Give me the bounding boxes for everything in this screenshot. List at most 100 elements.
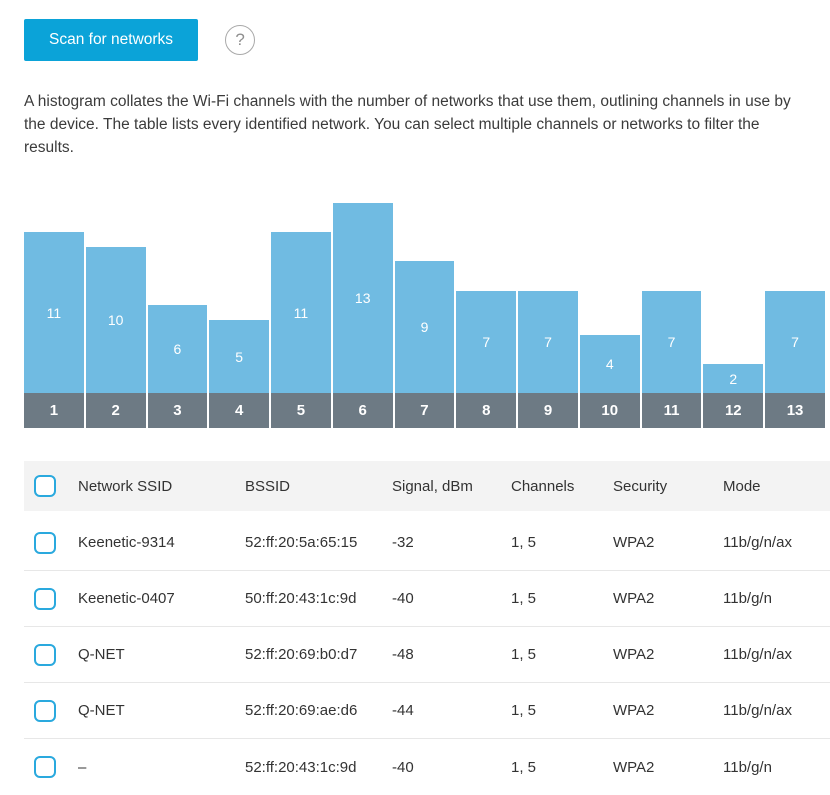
cell-mode: 11b/g/n: [723, 758, 772, 776]
histogram-bar-channel-2[interactable]: 10 2: [85, 203, 146, 428]
cell-bssid: 52:ff:20:43:1c:9d: [245, 758, 357, 776]
cell-bssid: 52:ff:20:5a:65:15: [245, 534, 358, 551]
bar-area: 7: [641, 203, 702, 393]
cell-bssid: 52:ff:20:69:b0:d7: [245, 646, 358, 663]
cell-security: WPA2: [613, 534, 655, 551]
column-header-security: Security: [613, 477, 668, 495]
select-all-checkbox[interactable]: [34, 475, 56, 497]
channel-number-label: 5: [296, 402, 306, 419]
histogram-bar-channel-5[interactable]: 11 5: [271, 203, 331, 428]
help-icon[interactable]: ?: [225, 25, 256, 55]
bar-area: 9: [394, 203, 455, 393]
cell-security: WPA2: [613, 702, 655, 719]
bar-area: 11: [271, 203, 331, 393]
channel-axis-cell: 12: [703, 393, 764, 428]
cell-bssid: 52:ff:20:69:ae:d6: [245, 702, 358, 719]
cell-signal: -40: [392, 590, 414, 607]
bar: 5: [209, 320, 270, 393]
bar: 7: [518, 291, 578, 393]
cell-bssid: 50:ff:20:43:1c:9d: [245, 590, 357, 607]
row-checkbox[interactable]: [34, 531, 56, 554]
row-checkbox-cell: [24, 643, 78, 666]
description-text: A histogram collates the Wi-Fi channels …: [24, 93, 791, 156]
cell-channels: 1, 5: [511, 590, 537, 607]
row-checkbox[interactable]: [34, 643, 56, 666]
row-checkbox-cell: [24, 531, 78, 554]
histogram-bar-channel-12[interactable]: 2 12: [703, 203, 764, 428]
channel-axis-cell: 9: [518, 393, 578, 428]
histogram-bar-channel-11[interactable]: 7 11: [641, 203, 702, 428]
column-header-network-ssid: Network SSID: [78, 477, 173, 495]
histogram-bar-channel-13[interactable]: 7 13: [765, 203, 825, 428]
bar-value-label: 11: [293, 304, 309, 321]
cell-ssid: Q-NET: [78, 702, 125, 719]
table-row[interactable]: Q-NET 52:ff:20:69:ae:d6 -44 1, 5 WPA2 11b/g/n…: [24, 683, 830, 739]
bar-area: 7: [765, 203, 825, 393]
bar-value-label: 6: [173, 341, 182, 357]
channel-number-label: 3: [173, 402, 182, 419]
cell-ssid: Keenetic-9314: [78, 534, 175, 551]
column-header-channels: Channels: [511, 477, 575, 495]
bar: 6: [147, 305, 208, 393]
table-row[interactable]: Keenetic-0407 50:ff:20:43:1c:9d -40 1, 5 WPA…: [24, 571, 830, 627]
channel-axis-cell: 6: [332, 393, 393, 428]
bar-area: 5: [209, 203, 270, 393]
column-header-signal-dbm: Signal, dBm: [392, 477, 473, 495]
channel-axis-cell: 4: [209, 393, 270, 428]
bar-area: 7: [456, 203, 517, 393]
channel-axis-cell: 8: [456, 393, 517, 428]
channel-number-label: 11: [663, 402, 680, 419]
channel-number-label: 4: [235, 402, 244, 419]
bar-value-label: 11: [46, 304, 62, 321]
cell-ssid: Q-NET: [78, 646, 125, 663]
bar-value-label: 7: [482, 334, 491, 350]
table-row[interactable]: – 52:ff:20:43:1c:9d -40 1, 5 WPA2 11b/g/n: [24, 739, 830, 795]
bar: 4: [579, 335, 640, 393]
bar-area: 7: [518, 203, 578, 393]
cell-mode: 11b/g/n/ax: [723, 534, 792, 551]
cell-ssid: –: [78, 758, 87, 776]
bar: 2: [703, 364, 764, 393]
histogram-bar-channel-10[interactable]: 4 10: [579, 203, 640, 428]
bar-value-label: 7: [544, 334, 552, 350]
cell-channels: 1, 5: [511, 534, 537, 551]
bar-value-label: 4: [605, 356, 614, 372]
bar: 11: [24, 232, 84, 393]
header-checkbox-cell: [24, 475, 78, 497]
table-body: Keenetic-9314 52:ff:20:5a:65:15 -32 1, 5 WPA…: [24, 515, 830, 795]
bar-value-label: 10: [107, 312, 124, 328]
histogram-bar-channel-1[interactable]: 11 1: [24, 203, 84, 428]
channel-axis-cell: 5: [271, 393, 331, 428]
bar: 7: [765, 291, 825, 393]
cell-channels: 1, 5: [511, 702, 537, 719]
table-row[interactable]: Q-NET 52:ff:20:69:b0:d7 -48 1, 5 WPA2 11b/g/n…: [24, 627, 830, 683]
channel-axis-cell: 1: [24, 393, 84, 428]
row-checkbox[interactable]: [34, 756, 56, 778]
bar-value-label: 9: [420, 319, 429, 335]
histogram-bar-channel-6[interactable]: 13 6: [332, 203, 393, 428]
bar: 7: [641, 291, 702, 393]
bar-area: 6: [147, 203, 208, 393]
row-checkbox-cell: [24, 699, 78, 722]
row-checkbox-cell: [24, 756, 78, 778]
channel-number-label: 10: [601, 402, 619, 419]
table-header-row: Network SSID BSSID Signal, dBm Channels Secu…: [24, 461, 830, 511]
channel-axis-cell: 2: [85, 393, 146, 428]
row-checkbox[interactable]: [34, 699, 56, 722]
table-row[interactable]: Keenetic-9314 52:ff:20:5a:65:15 -32 1, 5 WPA…: [24, 515, 830, 571]
scan-networks-button[interactable]: Scan for networks: [24, 19, 199, 61]
cell-mode: 11b/g/n: [723, 590, 772, 607]
channel-axis-cell: 10: [579, 393, 640, 428]
bar: 13: [332, 203, 393, 393]
bar-area: 13: [332, 203, 393, 393]
channel-axis-cell: 3: [147, 393, 208, 428]
cell-signal: -32: [392, 534, 414, 551]
channel-number-label: 6: [358, 402, 367, 419]
row-checkbox[interactable]: [34, 587, 56, 610]
